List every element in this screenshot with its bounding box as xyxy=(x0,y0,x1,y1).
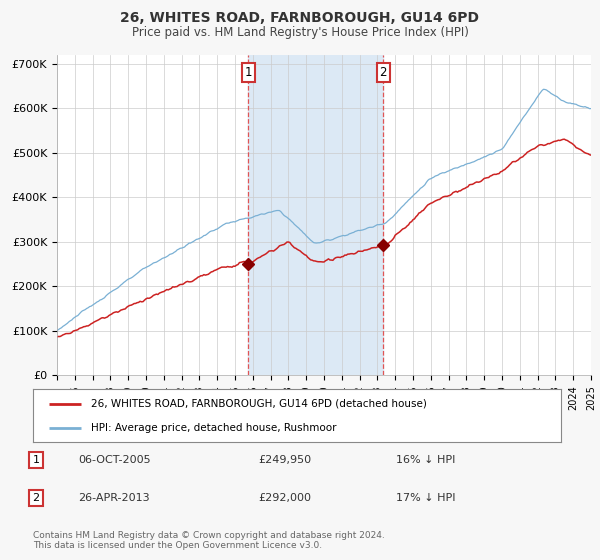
Text: 1: 1 xyxy=(245,66,252,79)
Text: 2: 2 xyxy=(32,493,40,503)
Text: £249,950: £249,950 xyxy=(258,455,311,465)
Text: 26-APR-2013: 26-APR-2013 xyxy=(78,493,149,503)
Text: Contains HM Land Registry data © Crown copyright and database right 2024.
This d: Contains HM Land Registry data © Crown c… xyxy=(33,530,385,550)
Text: Price paid vs. HM Land Registry's House Price Index (HPI): Price paid vs. HM Land Registry's House … xyxy=(131,26,469,39)
Text: 2: 2 xyxy=(380,66,387,79)
Text: £292,000: £292,000 xyxy=(258,493,311,503)
Bar xyxy=(248,55,383,375)
Text: 06-OCT-2005: 06-OCT-2005 xyxy=(78,455,151,465)
Text: 16% ↓ HPI: 16% ↓ HPI xyxy=(396,455,455,465)
Text: 26, WHITES ROAD, FARNBOROUGH, GU14 6PD (detached house): 26, WHITES ROAD, FARNBOROUGH, GU14 6PD (… xyxy=(91,399,427,409)
Text: 1: 1 xyxy=(32,455,40,465)
Text: 17% ↓ HPI: 17% ↓ HPI xyxy=(396,493,455,503)
Text: HPI: Average price, detached house, Rushmoor: HPI: Average price, detached house, Rush… xyxy=(91,423,337,433)
Text: 26, WHITES ROAD, FARNBOROUGH, GU14 6PD: 26, WHITES ROAD, FARNBOROUGH, GU14 6PD xyxy=(121,11,479,25)
